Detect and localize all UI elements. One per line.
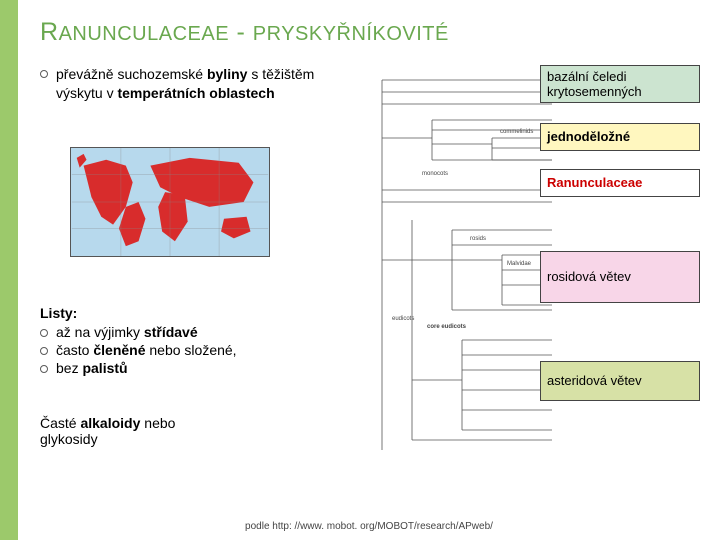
- leaves-item-text: bez palistů: [56, 360, 128, 376]
- leaves-item: často členěné nebo složené,: [40, 341, 340, 359]
- title-text: RANUNCULACEAE - PRYSKYŘNÍKOVITÉ: [40, 18, 449, 46]
- bullet-icon: [40, 70, 48, 78]
- clade-monocot: jednoděložné: [540, 123, 700, 151]
- bullet-icon: [40, 347, 48, 355]
- leaves-list: až na výjimky střídavé často členěné nebo…: [40, 323, 340, 377]
- alk-post: nebo: [140, 415, 175, 431]
- bullet-icon: [40, 365, 48, 373]
- content-area: převážně suchozemské byliny s těžištěm v…: [40, 65, 700, 495]
- leaves-item-text: často členěné nebo složené,: [56, 342, 237, 358]
- alk-line2: glykosidy: [40, 431, 98, 447]
- cladogram-svg: monocots commelinids eudicots core eudic…: [352, 60, 552, 455]
- tree-label-malvids: Malvidae: [507, 261, 532, 267]
- tree-label-monocots: monocots: [422, 171, 448, 177]
- tree-label-eudicots: eudicots: [392, 316, 414, 322]
- alkaloids-block: Časté alkaloidy nebo glykosidy: [40, 415, 175, 447]
- clade-rosid: rosidová větev: [540, 251, 700, 303]
- leaves-item: až na výjimky střídavé: [40, 323, 340, 341]
- alk-pre: Časté: [40, 415, 80, 431]
- slide-title: RANUNCULACEAE - PRYSKYŘNÍKOVITÉ: [40, 18, 700, 47]
- clade-boxes: bazální čeledi krytosemenných jednodělož…: [540, 65, 700, 401]
- map-svg: [71, 148, 269, 256]
- clade-basal: bazální čeledi krytosemenných: [540, 65, 700, 103]
- alk-bold: alkaloidy: [80, 415, 140, 431]
- tree-label-rosids: rosids: [470, 236, 486, 242]
- clade-ranunculaceae: Ranunculaceae: [540, 169, 700, 197]
- tree-label-commelinids: commelinids: [500, 129, 533, 135]
- bullet-icon: [40, 329, 48, 337]
- intro-bold1: byliny: [207, 66, 247, 82]
- clade-asterid: asteridová větev: [540, 361, 700, 401]
- slide: RANUNCULACEAE - PRYSKYŘNÍKOVITÉ převážně…: [0, 0, 720, 540]
- footer-citation: podle http: //www. mobot. org/MOBOT/rese…: [18, 521, 720, 532]
- leaves-item-text: až na výjimky střídavé: [56, 324, 198, 340]
- leaves-item: bez palistů: [40, 359, 340, 377]
- intro-bullet: převážně suchozemské byliny s těžištěm v…: [40, 65, 340, 103]
- distribution-map: [70, 147, 270, 257]
- intro-bold2: temperátních oblastech: [117, 85, 274, 101]
- intro-text: převážně suchozemské byliny s těžištěm v…: [56, 65, 340, 103]
- tree-label-core: core eudicots: [427, 324, 467, 330]
- leaves-heading: Listy:: [40, 305, 340, 321]
- intro-prefix: převážně suchozemské: [56, 66, 207, 82]
- leaves-block: Listy: až na výjimky střídavé často členě…: [40, 305, 340, 377]
